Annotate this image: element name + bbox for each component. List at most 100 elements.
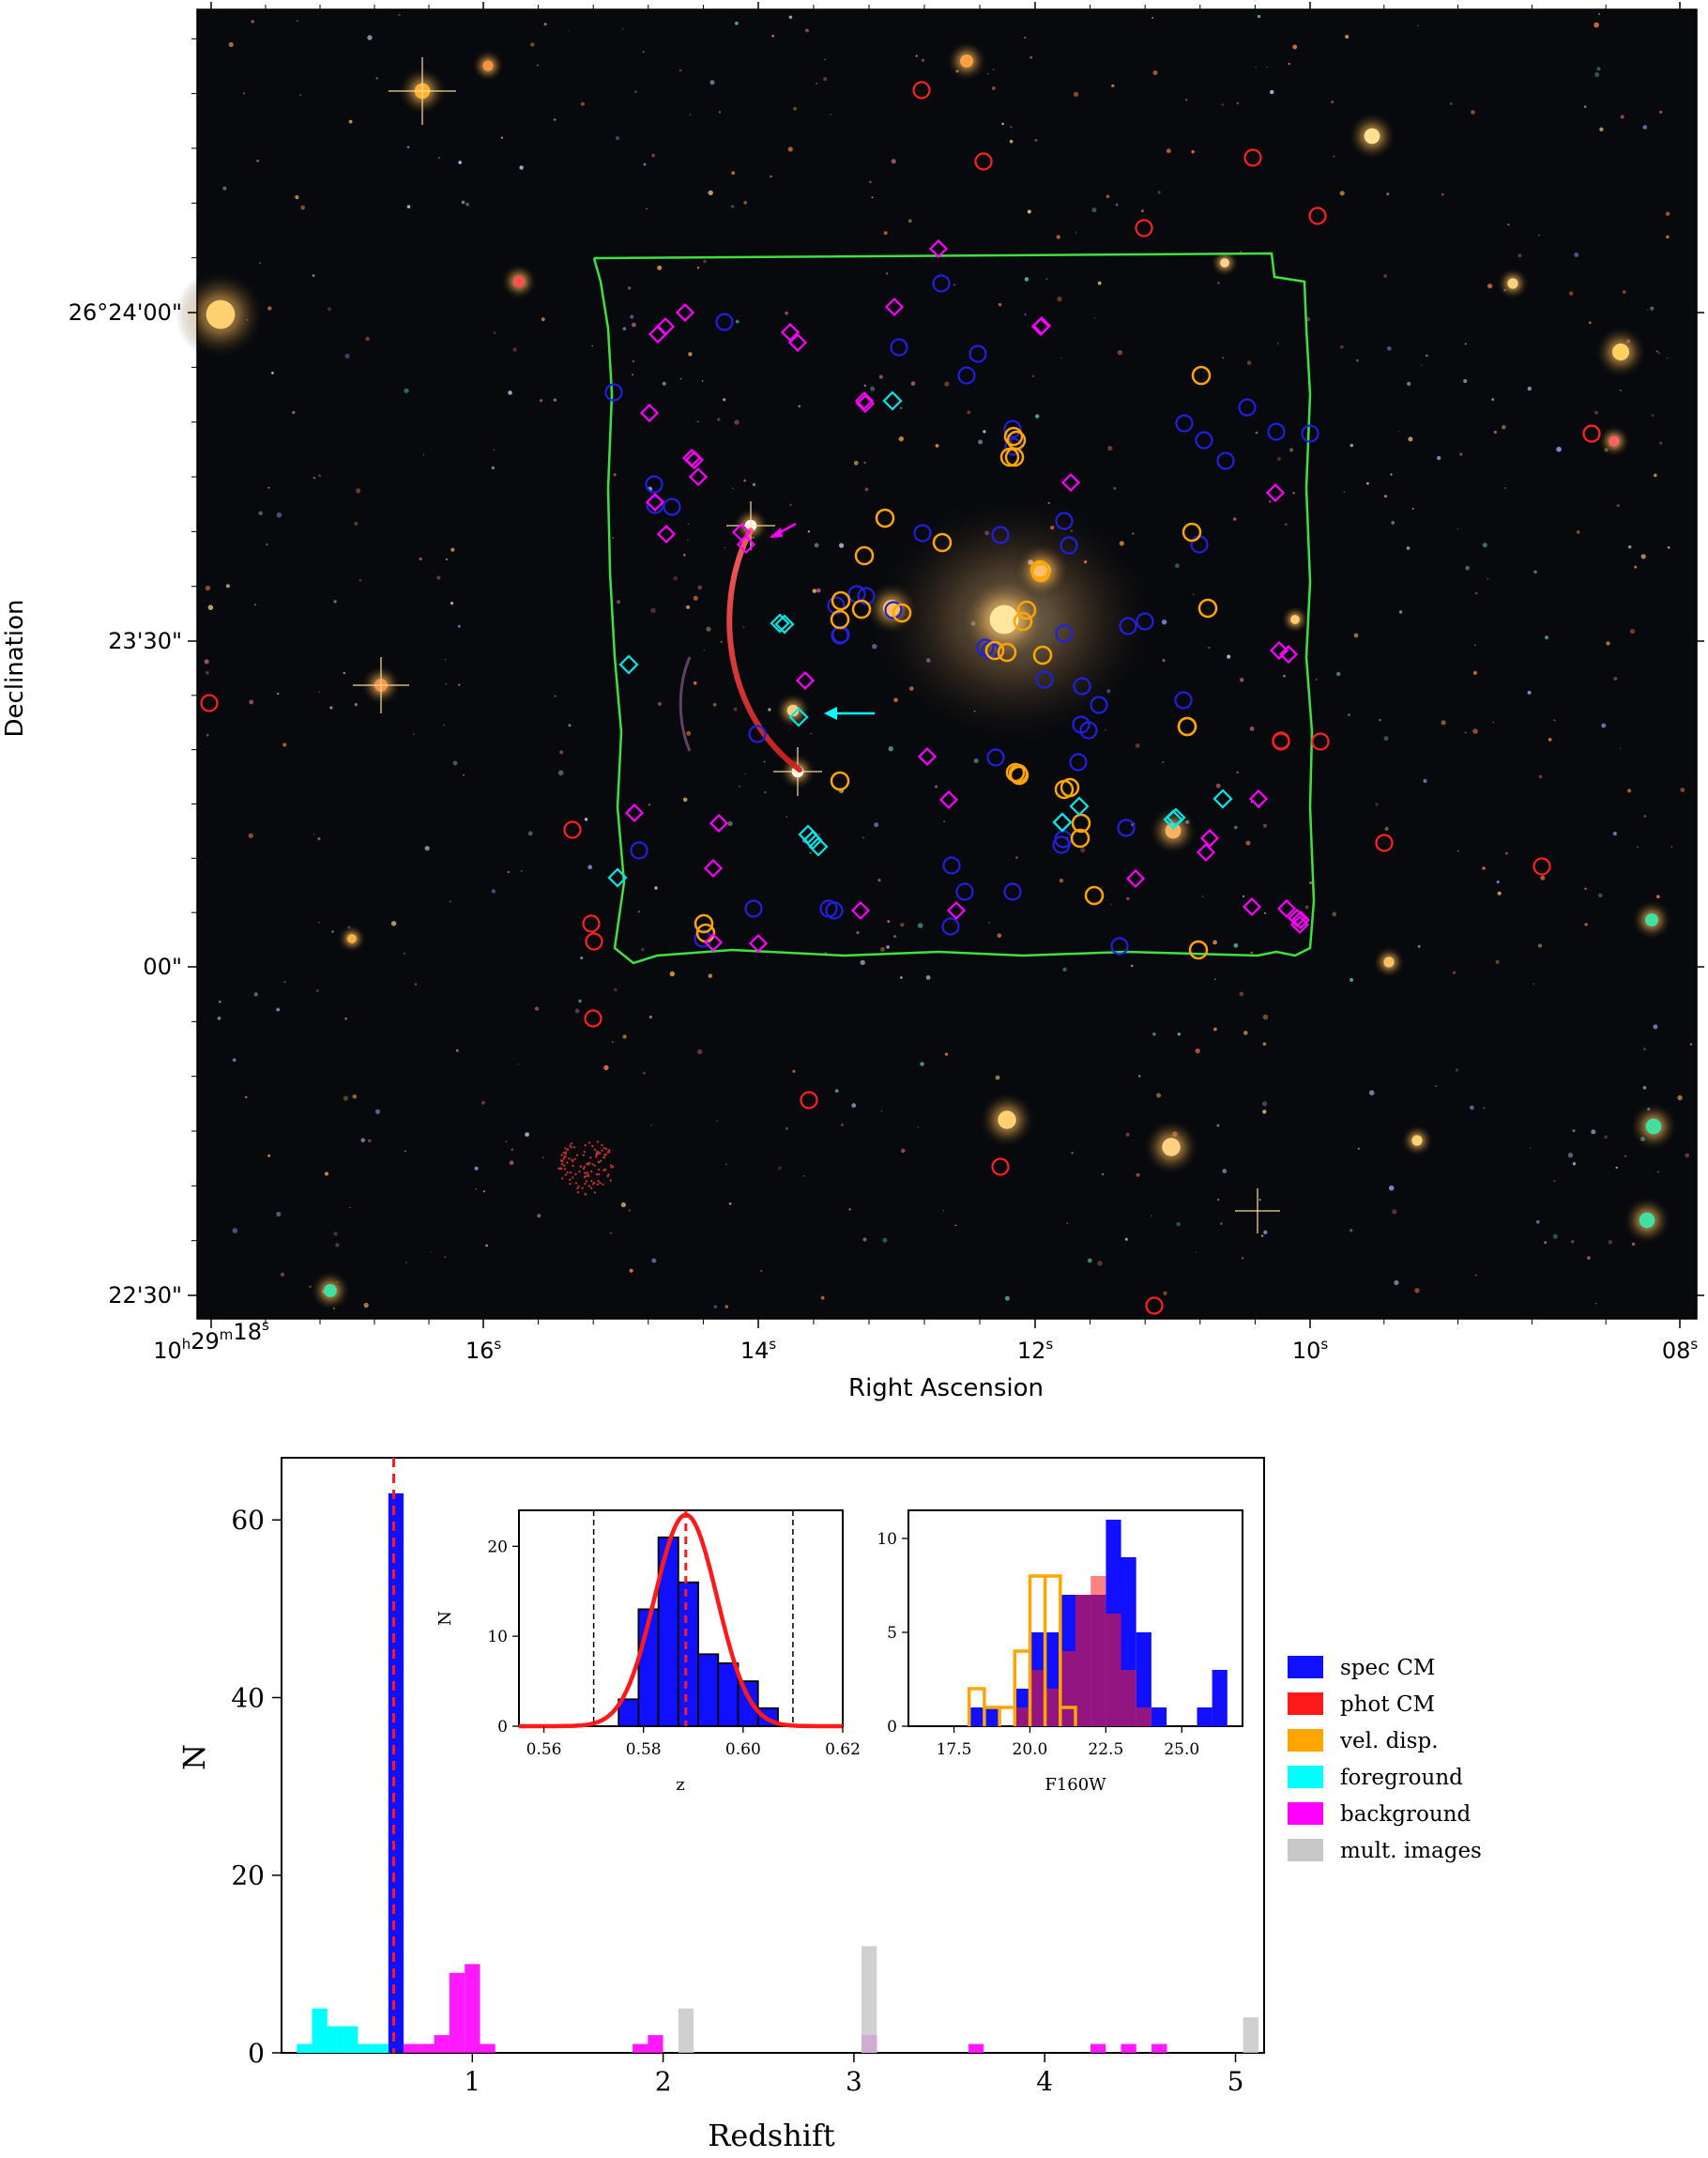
faint-source xyxy=(1263,823,1267,828)
faint-source xyxy=(204,659,209,665)
faint-source xyxy=(1392,1209,1397,1215)
faint-source xyxy=(673,576,678,581)
faint-source xyxy=(637,911,640,913)
faint-source xyxy=(259,262,261,264)
ghost-artifact xyxy=(570,1142,573,1145)
faint-source xyxy=(709,80,715,85)
bright-source xyxy=(347,934,357,943)
faint-source xyxy=(814,543,819,548)
background-marker xyxy=(736,534,756,555)
bar-background xyxy=(480,2043,496,2053)
ra-tick-unit: s xyxy=(1690,1336,1698,1353)
faint-source xyxy=(228,41,234,48)
faint-source xyxy=(1459,452,1463,456)
ghost-artifact xyxy=(599,1152,602,1155)
faint-source xyxy=(1366,482,1369,485)
faint-source xyxy=(463,773,465,776)
faint-source xyxy=(1125,1132,1130,1137)
faint-source xyxy=(718,111,722,114)
spec-cm-marker xyxy=(1003,882,1022,901)
vel-disp-marker xyxy=(892,603,912,623)
spec-cm-marker xyxy=(1079,721,1098,740)
background-marker xyxy=(946,900,967,921)
background-marker xyxy=(850,900,871,921)
ghost-artifact xyxy=(611,1165,615,1169)
faint-source xyxy=(900,976,903,979)
ghost-artifact xyxy=(568,1157,571,1160)
inset2-bar-phot-cm xyxy=(1060,1651,1075,1726)
faint-source xyxy=(1056,235,1060,239)
faint-source xyxy=(1260,1234,1264,1237)
background-marker xyxy=(1125,868,1146,889)
foreground-marker xyxy=(618,654,639,675)
faint-source xyxy=(1151,16,1154,20)
ghost-artifact xyxy=(562,1151,565,1155)
spec-cm-marker xyxy=(1060,536,1078,555)
faint-source xyxy=(1398,610,1403,614)
vel-disp-marker xyxy=(1177,716,1197,737)
vel-disp-marker xyxy=(831,590,851,611)
faint-source xyxy=(404,1150,406,1153)
main-xlabel: Redshift xyxy=(708,2118,835,2153)
faint-source xyxy=(633,360,634,362)
faint-source xyxy=(1232,517,1237,521)
ra-tick-unit: s xyxy=(1320,1336,1328,1353)
faint-source xyxy=(686,730,692,736)
faint-source xyxy=(554,118,557,121)
faint-source xyxy=(1677,1094,1683,1101)
faint-source xyxy=(205,670,209,675)
spec-cm-marker xyxy=(1216,451,1235,470)
faint-source xyxy=(1474,1274,1477,1277)
faint-source xyxy=(1289,448,1294,452)
background-marker xyxy=(648,324,668,344)
ghost-artifact xyxy=(591,1144,594,1148)
faint-source xyxy=(1024,36,1027,39)
faint-source xyxy=(1215,783,1221,788)
ra-tick-value: 10 xyxy=(153,1338,182,1364)
bright-source xyxy=(1364,128,1380,145)
ghost-artifact xyxy=(560,1177,564,1180)
ghost-artifact xyxy=(595,1153,598,1156)
faint-source xyxy=(1217,1198,1220,1201)
faint-source xyxy=(1384,826,1389,832)
faint-source xyxy=(1166,148,1171,154)
foreground-marker xyxy=(802,830,823,850)
faint-source xyxy=(967,410,971,415)
faint-source xyxy=(1242,1257,1244,1260)
faint-source xyxy=(682,553,686,557)
inset1-x-tick-label: 0.58 xyxy=(626,1740,662,1759)
phot-cm-marker xyxy=(1582,424,1601,443)
faint-source xyxy=(368,1139,372,1143)
background-marker xyxy=(624,803,645,823)
ghost-artifact xyxy=(605,1147,608,1151)
faint-source xyxy=(630,314,634,319)
faint-source xyxy=(591,344,593,347)
faint-source xyxy=(712,702,717,707)
faint-source xyxy=(612,1041,614,1043)
legend-swatch-phot-cm xyxy=(1288,1692,1323,1715)
vel-disp-marker xyxy=(1084,885,1105,906)
faint-source xyxy=(1236,771,1239,773)
faint-source xyxy=(983,430,986,434)
faint-source xyxy=(333,1232,338,1236)
spec-cm-marker xyxy=(968,344,987,363)
faint-source xyxy=(1517,253,1522,258)
faint-source xyxy=(662,381,666,386)
faint-source xyxy=(461,200,465,205)
faint-source xyxy=(404,953,405,955)
faint-source xyxy=(419,557,422,561)
faint-source xyxy=(805,28,809,33)
faint-source xyxy=(1075,231,1077,234)
ra-tick-value: 08 xyxy=(1662,1338,1691,1364)
faint-source xyxy=(877,879,881,882)
background-marker xyxy=(1242,896,1262,917)
faint-source xyxy=(516,1064,519,1065)
faint-source xyxy=(414,983,418,986)
faint-source xyxy=(1388,1185,1395,1191)
faint-source xyxy=(1576,530,1580,534)
faint-source xyxy=(1472,670,1477,676)
cyan-arrow xyxy=(824,707,875,720)
faint-source xyxy=(450,547,455,552)
